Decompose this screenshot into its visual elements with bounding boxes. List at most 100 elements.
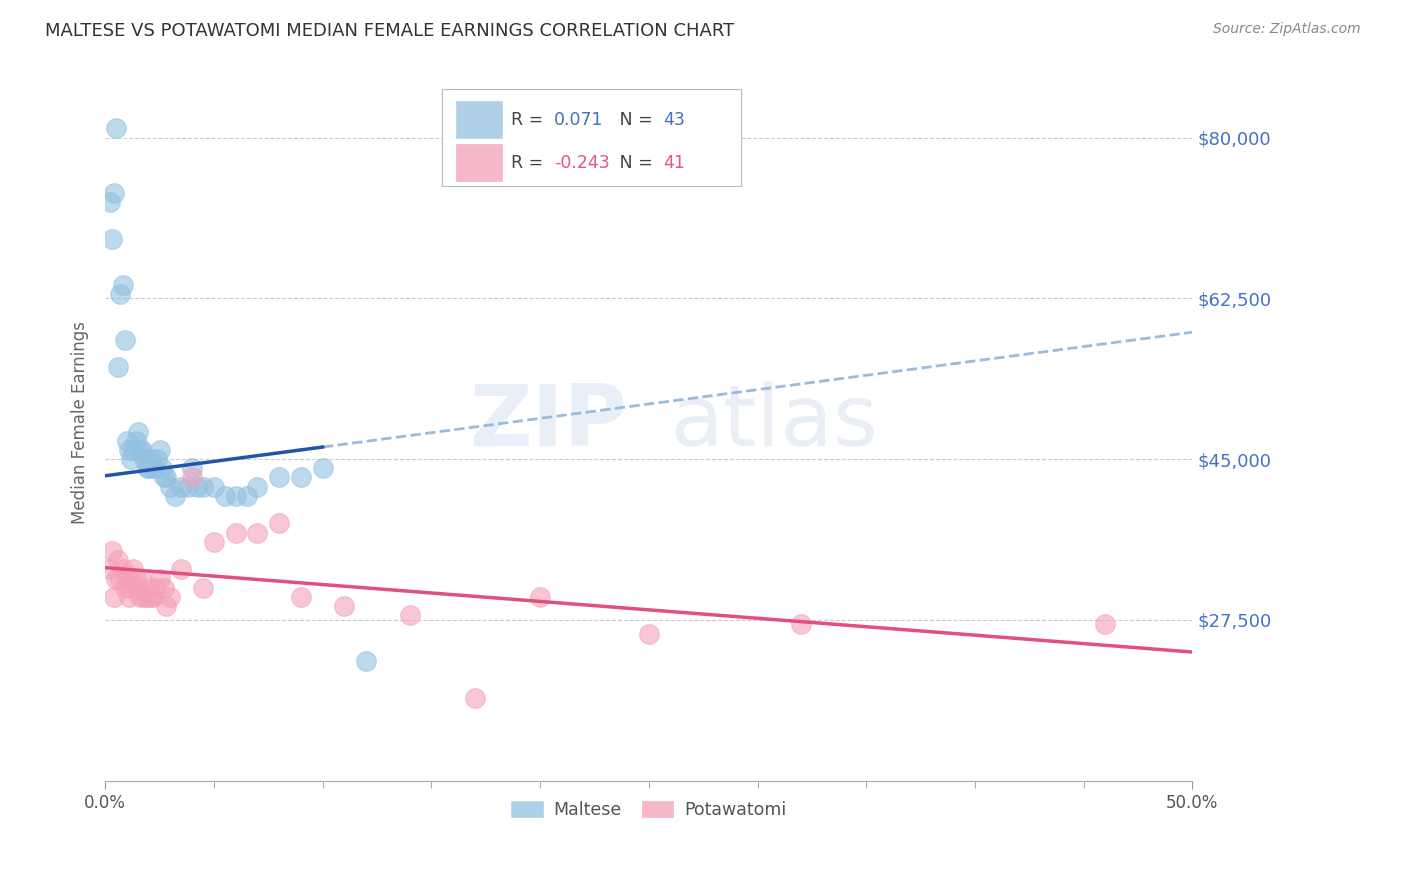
Point <box>790 617 813 632</box>
Point <box>159 590 181 604</box>
Point <box>191 581 214 595</box>
Text: atlas: atlas <box>671 381 879 464</box>
FancyBboxPatch shape <box>457 144 502 181</box>
Point <box>155 470 177 484</box>
Point <box>354 654 377 668</box>
Point <box>163 489 186 503</box>
Point <box>114 581 136 595</box>
Point <box>202 480 225 494</box>
Point <box>134 452 156 467</box>
Point <box>127 581 149 595</box>
Legend: Maltese, Potawatomi: Maltese, Potawatomi <box>505 794 793 826</box>
Point <box>122 442 145 457</box>
Point <box>269 516 291 531</box>
FancyBboxPatch shape <box>443 89 741 186</box>
Point <box>138 581 160 595</box>
Text: -0.243: -0.243 <box>554 153 610 171</box>
Point <box>134 590 156 604</box>
Point <box>235 489 257 503</box>
Point <box>225 525 247 540</box>
Point <box>246 480 269 494</box>
Point <box>110 286 132 301</box>
Point <box>153 470 176 484</box>
Point <box>127 425 149 439</box>
Point <box>177 480 200 494</box>
Point <box>111 562 134 576</box>
Point <box>148 442 170 457</box>
Point <box>142 590 165 604</box>
Text: ZIP: ZIP <box>470 381 627 464</box>
Point <box>148 572 170 586</box>
Point <box>246 525 269 540</box>
Point <box>98 562 121 576</box>
Point <box>107 360 129 375</box>
Text: 43: 43 <box>662 111 685 128</box>
Text: 0.071: 0.071 <box>554 111 603 128</box>
Point <box>131 572 153 586</box>
Point <box>118 442 141 457</box>
Point <box>150 461 173 475</box>
Text: N =: N = <box>614 153 658 171</box>
Point <box>103 590 125 604</box>
Point <box>155 599 177 613</box>
Point <box>181 461 204 475</box>
Text: N =: N = <box>614 111 658 128</box>
Point <box>115 572 138 586</box>
Point <box>135 461 157 475</box>
Point <box>120 581 142 595</box>
Text: MALTESE VS POTAWATOMI MEDIAN FEMALE EARNINGS CORRELATION CHART: MALTESE VS POTAWATOMI MEDIAN FEMALE EARN… <box>45 22 734 40</box>
Point <box>529 590 551 604</box>
Point <box>191 480 214 494</box>
Point <box>464 690 486 705</box>
Point <box>105 572 128 586</box>
Point <box>131 442 153 457</box>
Point <box>120 452 142 467</box>
Text: R =: R = <box>510 111 548 128</box>
Point <box>290 590 312 604</box>
Point <box>129 590 152 604</box>
Point <box>181 470 204 484</box>
Point <box>225 489 247 503</box>
Point <box>138 461 160 475</box>
Text: R =: R = <box>510 153 548 171</box>
Point <box>159 480 181 494</box>
Point <box>637 626 659 640</box>
Point <box>311 461 333 475</box>
Point <box>186 480 208 494</box>
Point <box>143 461 166 475</box>
Point <box>1094 617 1116 632</box>
Point <box>146 452 169 467</box>
Point <box>107 553 129 567</box>
FancyBboxPatch shape <box>457 101 502 138</box>
Point <box>202 534 225 549</box>
Point <box>139 452 162 467</box>
Point <box>98 194 121 209</box>
Point <box>111 277 134 292</box>
Point <box>269 470 291 484</box>
Point <box>103 186 125 200</box>
Point <box>170 480 193 494</box>
Point <box>398 608 420 623</box>
Point <box>100 544 122 558</box>
Point <box>139 590 162 604</box>
Point <box>105 121 128 136</box>
Point <box>122 562 145 576</box>
Point <box>170 562 193 576</box>
Point <box>143 581 166 595</box>
Point <box>118 590 141 604</box>
Point <box>124 434 146 448</box>
Y-axis label: Median Female Earnings: Median Female Earnings <box>72 321 89 524</box>
Point <box>214 489 236 503</box>
Point <box>114 333 136 347</box>
Point <box>110 572 132 586</box>
Point <box>115 434 138 448</box>
Point <box>135 590 157 604</box>
Point <box>333 599 356 613</box>
Point <box>129 442 152 457</box>
Point <box>100 232 122 246</box>
Point <box>290 470 312 484</box>
Point <box>153 581 176 595</box>
Text: 41: 41 <box>662 153 685 171</box>
Point <box>142 461 165 475</box>
Text: Source: ZipAtlas.com: Source: ZipAtlas.com <box>1213 22 1361 37</box>
